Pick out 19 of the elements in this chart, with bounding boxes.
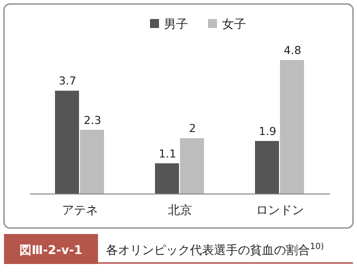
data-label: 2.3 bbox=[84, 114, 102, 127]
x-tick-label: ロンドン bbox=[256, 203, 304, 217]
data-label: 1.9 bbox=[258, 124, 276, 138]
data-label: 4.8 bbox=[284, 44, 302, 57]
text: 各オリンピック代表選手の貧血の割合$^{10)}$ bbox=[106, 241, 324, 257]
x-tick-label: 北京 bbox=[168, 203, 192, 217]
data-label: 3.7 bbox=[58, 74, 76, 88]
legend-label: 女子 bbox=[222, 17, 246, 31]
bar bbox=[280, 60, 304, 194]
legend-label: 男子 bbox=[164, 17, 188, 31]
bar bbox=[55, 90, 79, 194]
bar bbox=[155, 163, 179, 194]
bar bbox=[180, 138, 204, 194]
bar bbox=[80, 130, 104, 194]
data-label: 1.1 bbox=[158, 147, 176, 160]
text: 図Ⅲ-2-v-1 bbox=[20, 243, 82, 257]
data-label: 2 bbox=[189, 122, 196, 136]
bar bbox=[255, 140, 279, 194]
x-tick-label: アテネ bbox=[62, 203, 98, 217]
